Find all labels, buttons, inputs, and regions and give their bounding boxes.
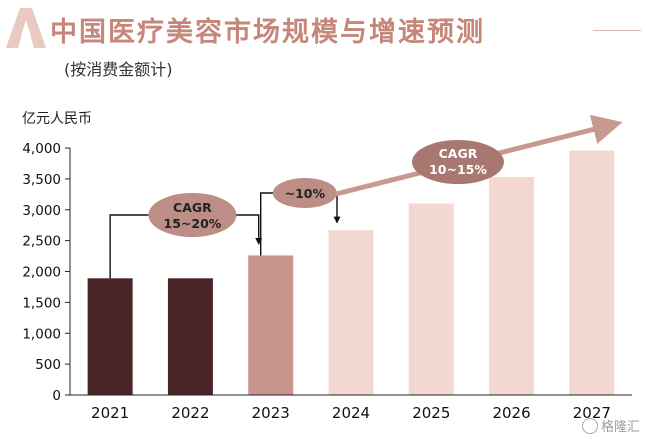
page-subtitle: (按消费金额计) bbox=[64, 60, 173, 79]
bar-2022 bbox=[167, 278, 213, 395]
title-divider bbox=[593, 30, 641, 31]
x-axis: 2021 2022 2023 2024 2025 2026 2027 bbox=[70, 394, 632, 422]
bar-2025 bbox=[408, 203, 454, 395]
cagr-bubble-2-line2: 10~15% bbox=[429, 162, 487, 177]
cagr-bubble-1-line2: 15~20% bbox=[164, 216, 222, 231]
y-tick-label: 1,500 bbox=[22, 295, 61, 311]
x-tick-label: 2022 bbox=[171, 404, 209, 422]
x-tick-label: 2027 bbox=[573, 404, 611, 422]
y-tick-label: 2,000 bbox=[22, 265, 61, 281]
brand-logo-icon bbox=[6, 8, 46, 48]
cagr-bubble-2-line1: CAGR bbox=[439, 146, 478, 161]
y-tick-label: 1,000 bbox=[22, 326, 61, 342]
y-tick-label: 3,500 bbox=[22, 172, 61, 188]
watermark: 格隆汇 bbox=[581, 416, 640, 435]
y-tick-label: 3,000 bbox=[22, 203, 61, 219]
x-tick-label: 2023 bbox=[252, 404, 290, 422]
bar-2021 bbox=[87, 278, 133, 395]
cagr-bubble-2 bbox=[412, 140, 504, 184]
growth-bubble-label: ~10% bbox=[285, 186, 326, 201]
watermark-text: 格隆汇 bbox=[600, 420, 640, 435]
cagr-bubble-1 bbox=[148, 193, 237, 237]
x-tick-label: 2024 bbox=[332, 404, 370, 422]
x-tick-label: 2026 bbox=[492, 404, 530, 422]
bar-2026 bbox=[489, 177, 535, 395]
x-tick-label: 2021 bbox=[91, 404, 129, 422]
page-title: 中国医疗美容市场规模与增速预测 bbox=[50, 17, 485, 48]
y-axis: 0 500 1,000 1,500 2,000 2,500 3,000 3,500 4,000 bbox=[22, 141, 71, 404]
x-tick-label: 2025 bbox=[412, 404, 450, 422]
y-tick-label: 500 bbox=[35, 357, 61, 373]
y-tick-label: 0 bbox=[52, 388, 61, 404]
gelonghui-logo-icon bbox=[581, 418, 598, 434]
y-axis-unit-label: 亿元人民币 bbox=[22, 111, 92, 127]
bar-2023 bbox=[248, 255, 294, 395]
bar-series bbox=[87, 150, 615, 395]
cagr-bubble-1-line1: CAGR bbox=[173, 200, 212, 215]
growth-bubble bbox=[272, 178, 337, 208]
y-tick-label: 4,000 bbox=[22, 141, 61, 157]
bar-2027 bbox=[569, 150, 615, 395]
bar-2024 bbox=[328, 230, 374, 395]
y-tick-label: 2,500 bbox=[22, 234, 61, 250]
